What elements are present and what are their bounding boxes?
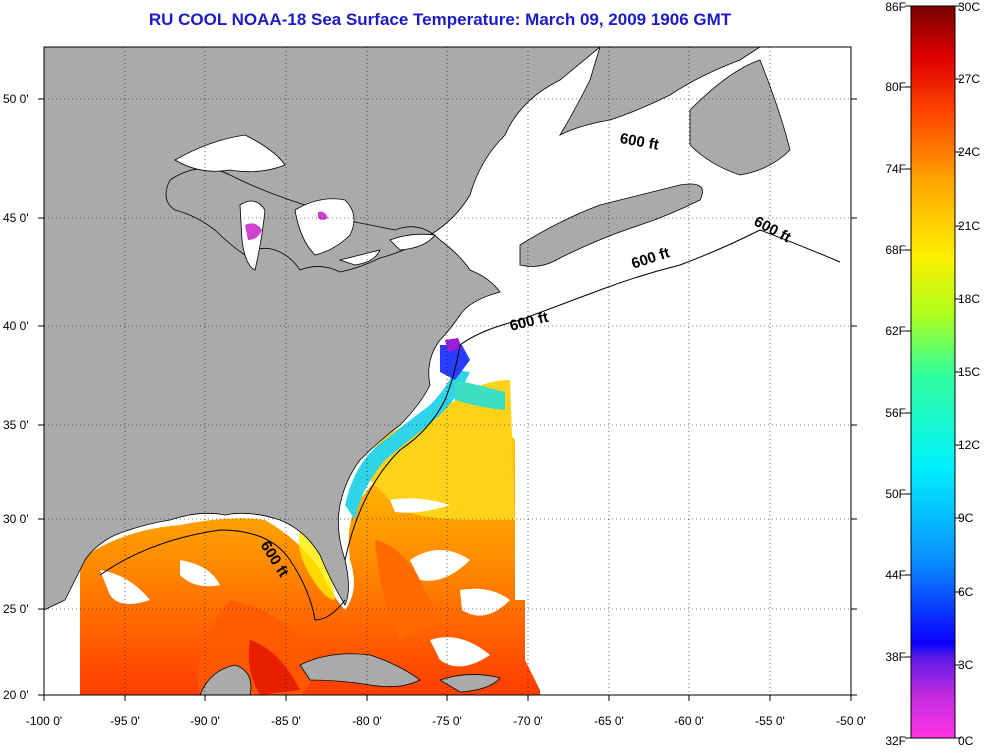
land [44, 47, 791, 695]
colorbar-celsius-label: 24C [958, 145, 981, 159]
longitude-label: -70 0' [513, 714, 543, 728]
colorbar-fahrenheit-label: 86F [885, 0, 906, 14]
colorbar-celsius-label: 9C [958, 511, 974, 525]
colorbar-celsius-label: 12C [958, 438, 981, 452]
depth-contour-600ft [99, 229, 841, 621]
colorbar-celsius-label: 18C [958, 292, 981, 306]
latitude-label: 20 0' [3, 688, 29, 702]
colorbar-fahrenheit-label: 38F [885, 650, 906, 664]
map-title: RU COOL NOAA-18 Sea Surface Temperature:… [148, 10, 732, 29]
colorbar-celsius-label: 27C [958, 72, 981, 86]
colorbar-celsius-label: 0C [958, 734, 974, 748]
chesapeake-cold-water [440, 345, 470, 380]
map-area [44, 47, 851, 695]
colorbar-ticks [905, 5, 961, 739]
latitude-label: 45 0' [3, 211, 29, 225]
cloud-cover [100, 498, 510, 667]
longitude-label: -90 0' [190, 714, 220, 728]
colorbar-scale [910, 5, 956, 739]
longitude-label: -100 0' [25, 714, 63, 728]
longitude-label: -75 0' [432, 714, 462, 728]
latitude-label: 50 0' [3, 92, 29, 106]
longitude-label: -55 0' [755, 714, 785, 728]
longitude-label: -50 0' [836, 714, 866, 728]
colorbar-fahrenheit-label: 62F [885, 324, 906, 338]
colorbar-fahrenheit-label: 68F [885, 243, 906, 257]
colorbar-fahrenheit-label: 80F [885, 80, 906, 94]
colorbar-fahrenheit-label: 44F [885, 568, 906, 582]
coastal-cold-band [345, 370, 470, 520]
colorbar-fahrenheit-label: 50F [885, 487, 906, 501]
colorbar-fahrenheit-label: 74F [885, 162, 906, 176]
colorbar-fahrenheit-label: 32F [885, 734, 906, 748]
map-grid [44, 47, 851, 695]
latitude-label: 25 0' [3, 602, 29, 616]
colorbar-celsius-label: 21C [958, 219, 981, 233]
longitude-label: -65 0' [594, 714, 624, 728]
colorbar-fahrenheit-label: 56F [885, 406, 906, 420]
latitude-label: 35 0' [3, 418, 29, 432]
latitude-label: 40 0' [3, 319, 29, 333]
axis-ticks [38, 98, 857, 701]
longitude-label: -80 0' [352, 714, 382, 728]
colorbar-celsius-label: 30C [958, 0, 981, 14]
colorbar-celsius-label: 3C [958, 658, 974, 672]
longitude-label: -85 0' [271, 714, 301, 728]
colorbar-celsius-label: 15C [958, 365, 981, 379]
longitude-label: -60 0' [674, 714, 704, 728]
atlantic-sst-field [360, 380, 515, 520]
colorbar-celsius-label: 6C [958, 585, 974, 599]
longitude-label: -95 0' [110, 714, 140, 728]
latitude-label: 30 0' [3, 512, 29, 526]
